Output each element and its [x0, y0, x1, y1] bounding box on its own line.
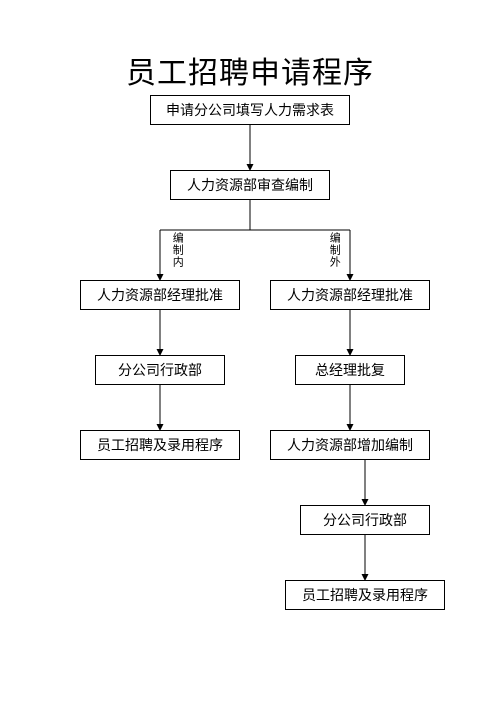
- node-hr-review: 人力资源部审查编制: [170, 170, 330, 200]
- branch-label-right: 编制外: [327, 232, 340, 268]
- node-right-admin: 分公司行政部: [300, 505, 430, 535]
- node-apply: 申请分公司填写人力需求表: [150, 95, 350, 125]
- page-title: 员工招聘申请程序: [0, 48, 500, 92]
- node-left-admin: 分公司行政部: [95, 355, 225, 385]
- node-left-recruit: 员工招聘及录用程序: [80, 430, 240, 460]
- node-left-approve: 人力资源部经理批准: [80, 280, 240, 310]
- node-right-recruit: 员工招聘及录用程序: [285, 580, 445, 610]
- node-right-gm: 总经理批复: [295, 355, 405, 385]
- branch-label-left: 编制内: [170, 232, 183, 268]
- node-right-addhc: 人力资源部增加编制: [270, 430, 430, 460]
- node-right-approve: 人力资源部经理批准: [270, 280, 430, 310]
